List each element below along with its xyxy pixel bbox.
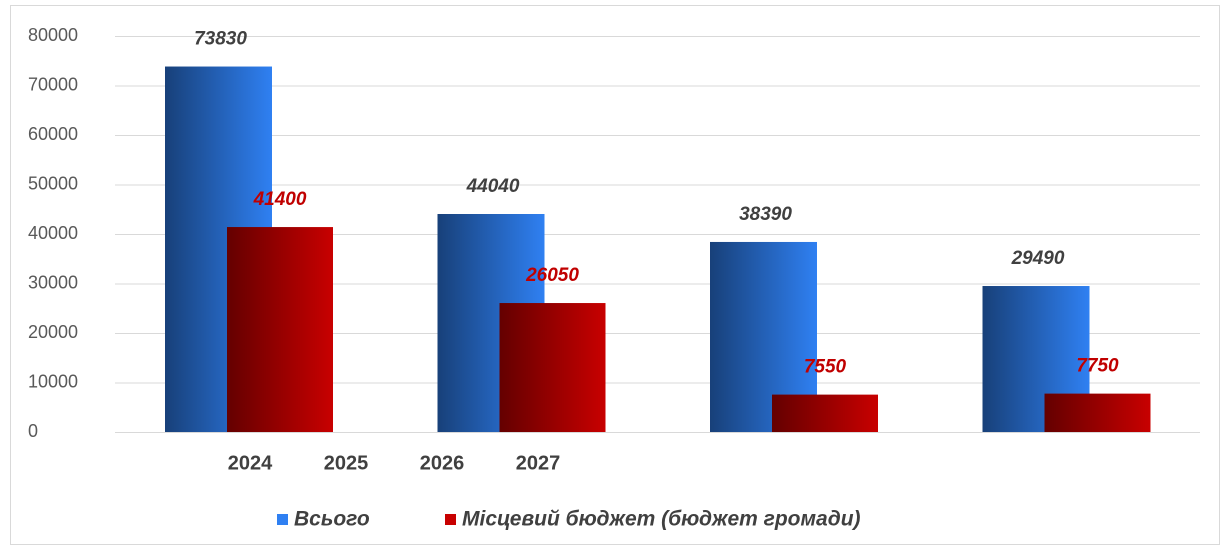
value-label: 41400 xyxy=(253,189,307,210)
bar-shade xyxy=(772,394,878,432)
value-label: 44040 xyxy=(466,176,520,197)
value-label: 73830 xyxy=(194,29,247,50)
x-tick-label: 2027 xyxy=(516,452,561,474)
y-tick-label: 40000 xyxy=(28,223,78,243)
bar-shade xyxy=(1044,393,1151,432)
x-tick-label: 2026 xyxy=(420,452,465,474)
x-tick-label: 2025 xyxy=(324,452,369,474)
value-label: 7750 xyxy=(1076,356,1119,377)
bar-shade xyxy=(227,227,333,432)
legend-label: Місцевий бюджет (бюджет громади) xyxy=(462,508,861,531)
y-tick-label: 50000 xyxy=(28,173,78,193)
y-tick-label: 80000 xyxy=(28,25,78,45)
y-tick-label: 20000 xyxy=(28,322,78,342)
legend-swatch xyxy=(277,514,288,525)
y-tick-label: 60000 xyxy=(28,124,78,144)
legend-swatch xyxy=(445,514,456,525)
value-label: 26050 xyxy=(525,265,579,286)
value-label: 38390 xyxy=(739,204,792,225)
value-label: 29490 xyxy=(1011,248,1065,269)
y-tick-label: 30000 xyxy=(28,272,78,292)
value-label: 7550 xyxy=(804,357,847,378)
y-tick-label: 10000 xyxy=(28,371,78,391)
x-tick-label: 2024 xyxy=(228,452,273,474)
bar-shade xyxy=(499,303,606,432)
y-tick-label: 70000 xyxy=(28,74,78,94)
y-tick-label: 0 xyxy=(28,421,38,441)
legend-label: Всього xyxy=(294,508,370,531)
